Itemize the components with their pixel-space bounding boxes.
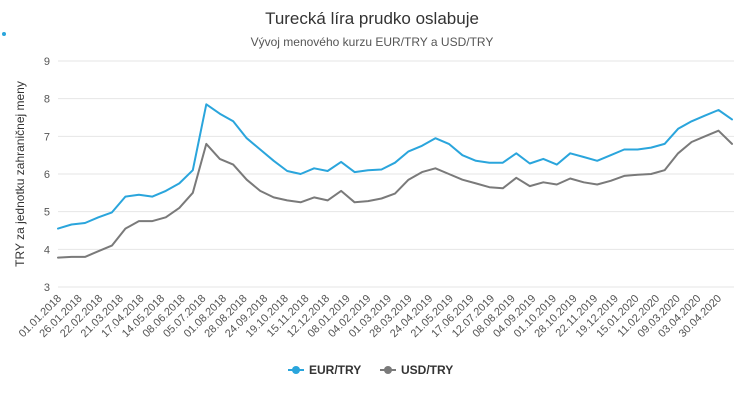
legend-marker: [292, 366, 300, 374]
legend-marker: [384, 366, 392, 374]
decorative-dot: [2, 32, 6, 36]
chart-subtitle: Vývoj menového kurzu EUR/TRY a USD/TRY: [251, 35, 494, 49]
x-tick-labels: 01.01.201826.01.201822.02.201821.03.2018…: [17, 293, 724, 340]
y-tick-label: 5: [44, 207, 50, 219]
y-tick-label: 7: [44, 131, 50, 143]
legend-item-eur-try[interactable]: EUR/TRY: [288, 363, 361, 377]
y-tick-label: 4: [44, 244, 50, 256]
legend-label: USD/TRY: [401, 363, 453, 377]
y-tick-label: 3: [44, 282, 50, 294]
series-line-eur-try: [57, 103, 733, 230]
chart-title: Turecká líra prudko oslabuje: [265, 9, 479, 28]
series-line-usd-try: [57, 129, 733, 259]
y-axis-label: TRY za jednotku zahraničnej meny: [13, 81, 27, 267]
series-lines: [57, 103, 733, 259]
legend-label: EUR/TRY: [309, 363, 361, 377]
grid-lines: [58, 60, 734, 288]
y-tick-label: 8: [44, 94, 50, 106]
y-tick-label: 9: [44, 56, 50, 68]
legend-item-usd-try[interactable]: USD/TRY: [380, 363, 453, 377]
y-tick-label: 6: [44, 169, 50, 181]
y-tick-labels: 3 4 5 6 7 8 9: [44, 56, 50, 294]
legend[interactable]: EUR/TRY USD/TRY: [288, 363, 453, 377]
